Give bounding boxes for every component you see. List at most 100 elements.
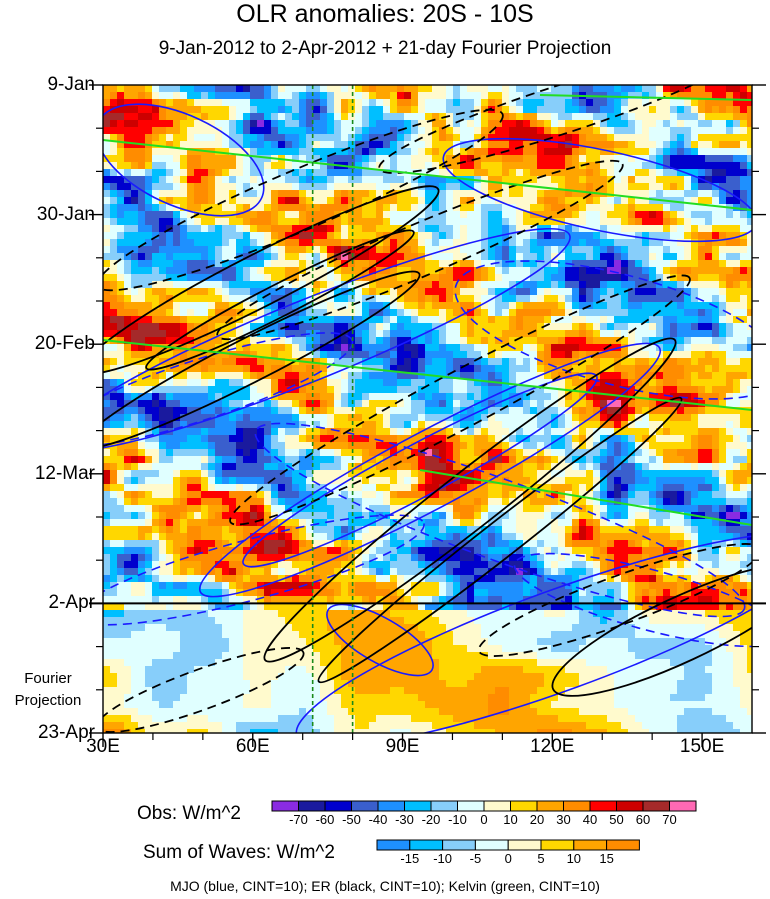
olr-cell [712, 85, 720, 93]
olr-cell [201, 218, 209, 226]
olr-cell [719, 302, 727, 310]
olr-cell [404, 302, 412, 310]
olr-cell [306, 421, 314, 429]
olr-cell [656, 274, 664, 282]
olr-cell [243, 358, 251, 366]
olr-cell [663, 169, 671, 177]
olr-cell [159, 85, 167, 93]
olr-cell [684, 260, 692, 268]
olr-cell [257, 295, 265, 303]
olr-cell [572, 155, 580, 163]
olr-cell [404, 344, 412, 352]
olr-cell [628, 435, 636, 443]
olr-cell [460, 190, 468, 198]
olr-cell [607, 120, 615, 128]
olr-cell [425, 442, 433, 450]
olr-cell [516, 358, 524, 366]
olr-cell [124, 372, 132, 380]
olr-cell [579, 407, 587, 415]
olr-cell [635, 421, 643, 429]
olr-cell [439, 274, 447, 282]
olr-cell [712, 449, 720, 457]
olr-cell [117, 211, 125, 219]
olr-cell [299, 365, 307, 373]
olr-cell [194, 393, 202, 401]
olr-cell [110, 372, 118, 380]
olr-cell [362, 274, 370, 282]
olr-cell [418, 232, 426, 240]
olr-cell [537, 204, 545, 212]
olr-cell [712, 232, 720, 240]
olr-cell [397, 428, 405, 436]
olr-cell [740, 330, 748, 338]
olr-cell [257, 330, 265, 338]
olr-cell [103, 386, 111, 394]
olr-cell [187, 386, 195, 394]
olr-cell [684, 267, 692, 275]
olr-cell [698, 393, 706, 401]
olr-cell [691, 421, 699, 429]
olr-cell [677, 127, 685, 135]
olr-cell [208, 267, 216, 275]
olr-cell [712, 267, 720, 275]
olr-cell [586, 239, 594, 247]
olr-cell [194, 400, 202, 408]
olr-cell [355, 337, 363, 345]
olr-cell [103, 183, 111, 191]
olr-cell [712, 379, 720, 387]
olr-cell [432, 197, 440, 205]
olr-cell [565, 414, 573, 422]
olr-cell [138, 407, 146, 415]
olr-cell [411, 435, 419, 443]
olr-cell [516, 421, 524, 429]
olr-cell [467, 414, 475, 422]
olr-cell [460, 386, 468, 394]
olr-cell [446, 183, 454, 191]
olr-cell [502, 232, 510, 240]
olr-cell [460, 127, 468, 135]
olr-cell [159, 120, 167, 128]
olr-cell [747, 386, 752, 394]
olr-cell [110, 274, 118, 282]
olr-cell [124, 428, 132, 436]
olr-cell [495, 169, 503, 177]
olr-cell [341, 309, 349, 317]
olr-cell [691, 302, 699, 310]
olr-cell [740, 358, 748, 366]
olr-cell [243, 288, 251, 296]
olr-cell [572, 190, 580, 198]
olr-cell [495, 127, 503, 135]
olr-cell [292, 281, 300, 289]
olr-cell [523, 414, 531, 422]
olr-cell [453, 218, 461, 226]
olr-cell [208, 106, 216, 114]
olr-cell [425, 113, 433, 121]
olr-cell [145, 393, 153, 401]
olr-cell [418, 197, 426, 205]
olr-cell [607, 372, 615, 380]
olr-cell [257, 113, 265, 121]
olr-cell [124, 337, 132, 345]
olr-cell [152, 372, 160, 380]
olr-cell [362, 400, 370, 408]
olr-cell [586, 197, 594, 205]
olr-cell [208, 407, 216, 415]
olr-cell [390, 85, 398, 93]
olr-cell [656, 225, 664, 233]
olr-cell [544, 400, 552, 408]
olr-cell [726, 393, 734, 401]
olr-cell [236, 393, 244, 401]
olr-cell [607, 260, 615, 268]
olr-cell [180, 260, 188, 268]
olr-cell [642, 218, 650, 226]
olr-cell [152, 428, 160, 436]
olr-cell [215, 197, 223, 205]
olr-cell [614, 386, 622, 394]
olr-cell [467, 316, 475, 324]
olr-cell [537, 148, 545, 156]
olr-cell [502, 365, 510, 373]
olr-cell [173, 85, 181, 93]
olr-cell [117, 197, 125, 205]
olr-cell [131, 393, 139, 401]
olr-cell [145, 316, 153, 324]
